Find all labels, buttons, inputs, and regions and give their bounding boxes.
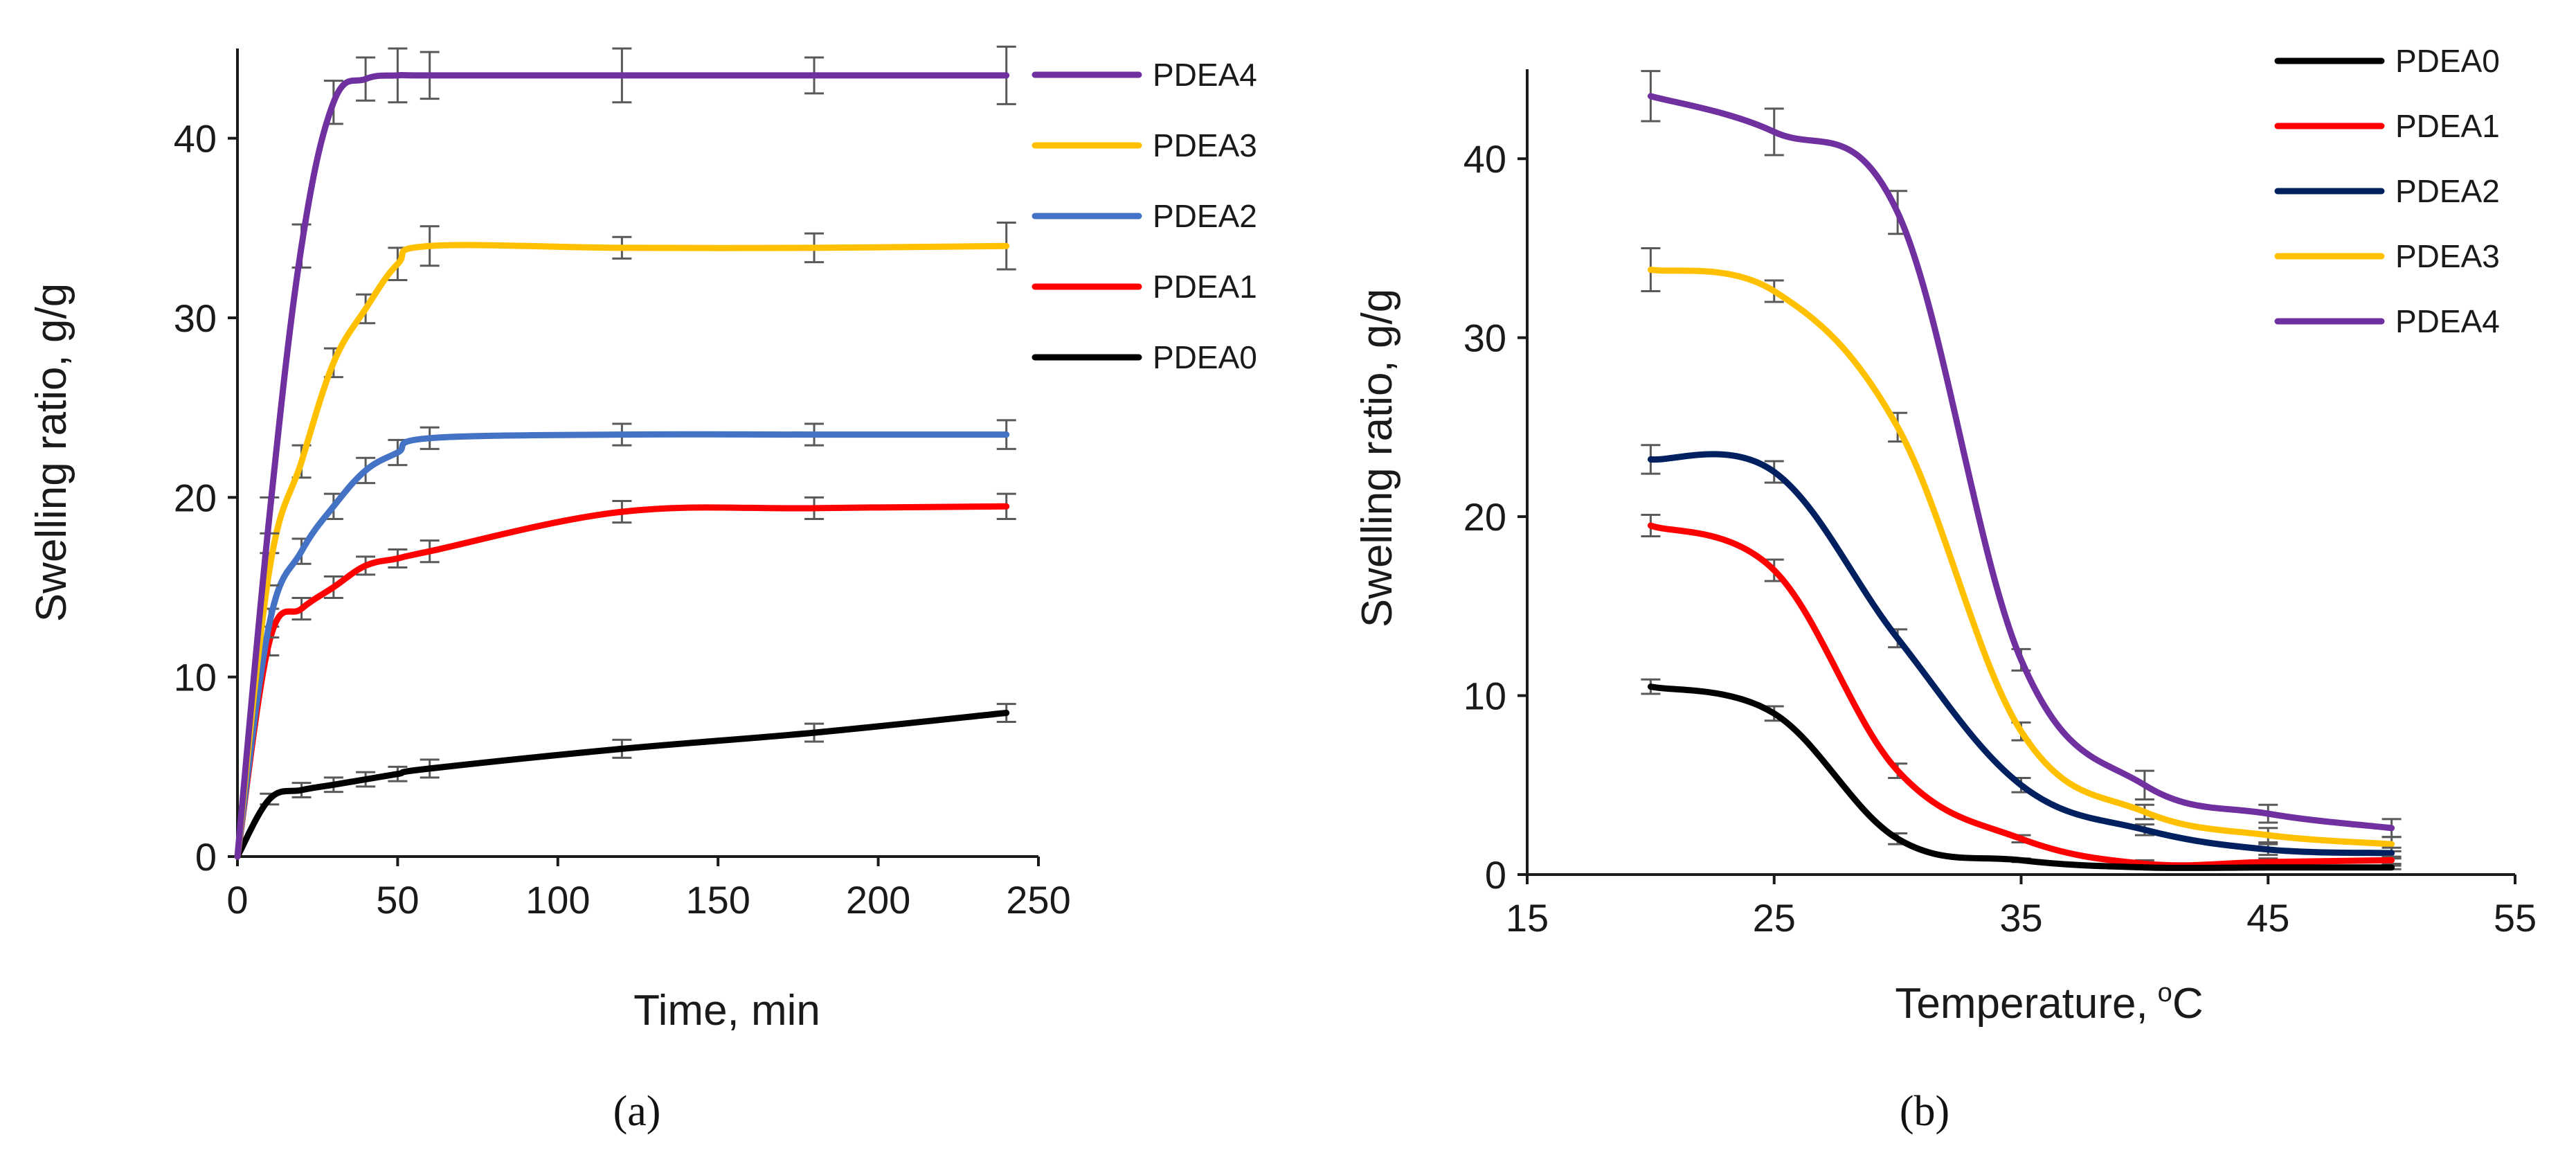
series-line — [1647, 93, 2395, 832]
x-tick-label: 0 — [226, 878, 248, 922]
x-axis-title-text: Temperature, — [1895, 980, 2147, 1028]
x-axis-title-unit: C — [2172, 980, 2204, 1028]
y-tick-label: 0 — [1485, 853, 1506, 897]
y-tick-label: 30 — [1463, 316, 1506, 360]
series-line — [1647, 522, 2395, 869]
legend-label-pdea4: PDEA4 — [2395, 303, 2500, 339]
y-tick-label: 20 — [1463, 495, 1506, 539]
y-tick-label: 30 — [174, 296, 217, 340]
series-line — [234, 710, 1010, 860]
legend-label-pdea4: PDEA4 — [1153, 57, 1257, 93]
x-axis-title-superscript: o — [2158, 978, 2172, 1008]
panel-b-chart: 0 10 20 30 40 15 25 35 45 55 Swelling ratio, g/g Te… — [1353, 43, 2537, 1135]
y-tick-label: 0 — [195, 835, 217, 879]
series-pdea4 — [234, 45, 1016, 860]
panel-label: (a) — [613, 1088, 661, 1135]
series-line — [234, 242, 1010, 860]
series-line — [1647, 683, 2395, 871]
x-tick-label: 15 — [1506, 896, 1549, 940]
series-line — [234, 72, 1010, 860]
legend-label-pdea3: PDEA3 — [2395, 238, 2500, 274]
panel-label: (b) — [1900, 1088, 1949, 1135]
x-tick-label: 50 — [376, 878, 419, 922]
x-tick-label: 35 — [1999, 896, 2042, 940]
x-tick-label: 25 — [1753, 896, 1796, 940]
series-pdea1 — [234, 492, 1016, 860]
series-pdea2 — [1641, 444, 2402, 860]
panel-a-chart: 0 10 20 30 40 0 50 100 150 200 250 Swelling ratio, … — [28, 45, 1257, 1135]
x-tick-label: 150 — [685, 878, 750, 922]
legend-label-pdea1: PDEA1 — [1153, 269, 1257, 305]
series-line — [234, 431, 1010, 860]
x-axis-title: Time, min — [633, 987, 820, 1035]
series-line — [1647, 267, 2395, 848]
y-tick-label: 10 — [174, 656, 217, 699]
y-axis-title: Swelling ratio, g/g — [28, 283, 75, 622]
legend-label-pdea2: PDEA2 — [1153, 198, 1257, 234]
x-tick-label: 250 — [1006, 878, 1070, 922]
series-line — [234, 503, 1010, 860]
y-tick-label: 40 — [174, 117, 217, 161]
x-tick-label: 55 — [2494, 896, 2537, 940]
x-tick-label: 100 — [525, 878, 590, 922]
series-pdea0 — [234, 703, 1016, 860]
series-pdea3 — [234, 222, 1016, 860]
x-tick-label: 45 — [2246, 896, 2289, 940]
series-pdea3 — [1641, 247, 2402, 852]
legend-label-pdea2: PDEA2 — [2395, 173, 2500, 209]
legend-label-pdea1: PDEA1 — [2395, 108, 2500, 144]
series-pdea2 — [234, 419, 1016, 860]
y-tick-label: 10 — [1463, 674, 1506, 718]
legend-label-pdea3: PDEA3 — [1153, 127, 1257, 163]
y-axis-title: Swelling ratio, g/g — [1353, 289, 1401, 627]
y-tick-label: 20 — [174, 476, 217, 519]
y-tick-label: 40 — [1463, 137, 1506, 181]
legend-label-pdea0: PDEA0 — [2395, 43, 2500, 79]
series-pdea0 — [1641, 678, 2402, 871]
series-line — [1647, 451, 2395, 857]
x-axis-title: Temperature, oC — [1895, 978, 2203, 1028]
legend-label-pdea0: PDEA0 — [1153, 339, 1257, 375]
x-tick-label: 200 — [846, 878, 910, 922]
